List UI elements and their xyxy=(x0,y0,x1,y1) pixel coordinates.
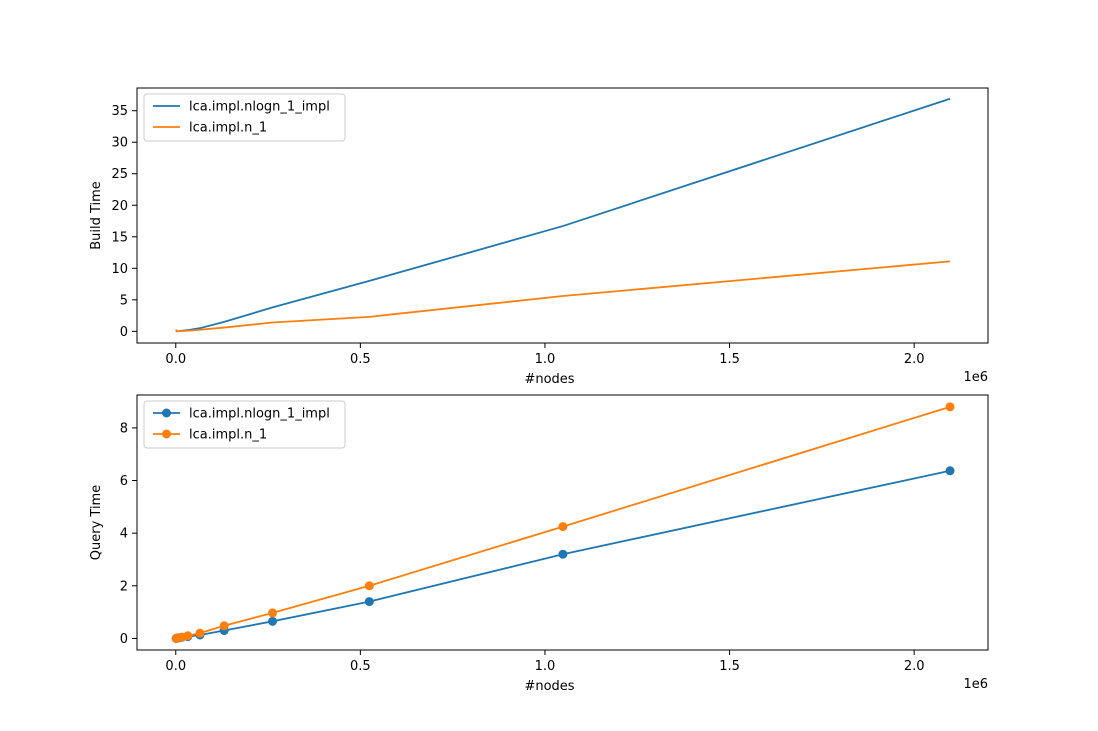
query-time-x-tick-label: 1.5 xyxy=(719,659,740,674)
build-time-x-tick-label: 0.5 xyxy=(350,352,371,367)
build-time-series-line-2 xyxy=(175,260,951,333)
query-time-legend-box xyxy=(143,400,346,449)
query-time-legend-marker-2 xyxy=(162,429,171,439)
query-time-chart: 0.0 0.5 1.0 1.5 2.0 0 2 4 6 8 #nodes Query Time 1e6 l… xyxy=(89,394,989,694)
query-time-legend-entry-1: lca.impl.nlogn_1_impl xyxy=(189,407,330,422)
build-time-y-tick-label: 35 xyxy=(111,104,128,119)
build-time-x-axis-label: #nodes xyxy=(524,372,574,387)
query-time-y-tick-label: 4 xyxy=(120,527,128,542)
query-time-legend-entry-2: lca.impl.n_1 xyxy=(189,428,267,443)
query-time-x-offset-label: 1e6 xyxy=(963,677,988,692)
query-time-legend-marker-1 xyxy=(162,408,171,418)
build-time-plot-area xyxy=(175,97,951,333)
query-time-axes-frame xyxy=(136,394,989,651)
query-time-series-2-point xyxy=(558,522,568,532)
query-time-x-axis-label: #nodes xyxy=(524,679,574,694)
build-time-y-tick-label: 20 xyxy=(111,199,128,214)
query-time-series-1-point xyxy=(268,616,278,626)
build-time-legend-entry-2: lca.impl.n_1 xyxy=(189,121,267,136)
build-time-y-tick-label: 10 xyxy=(111,262,128,277)
query-time-series-2-point xyxy=(945,402,955,412)
query-time-series-2-point xyxy=(219,621,229,631)
build-time-y-tick-label: 5 xyxy=(120,293,128,308)
build-time-legend: lca.impl.nlogn_1_impl lca.impl.n_1 xyxy=(143,93,346,142)
build-time-y-axis-label: Build Time xyxy=(89,181,104,250)
query-time-series-1-point xyxy=(364,597,374,607)
query-time-y-tick-label: 6 xyxy=(120,474,128,489)
query-time-series-2-point xyxy=(364,581,374,591)
build-time-axes-frame xyxy=(136,87,989,344)
build-time-y-tick-label: 25 xyxy=(111,167,128,182)
build-time-x-tick-label: 0.0 xyxy=(165,352,186,367)
build-time-y-tick-label: 0 xyxy=(120,325,128,340)
query-time-y-axis-label: Query Time xyxy=(89,485,104,560)
query-time-series-1-point xyxy=(945,466,955,476)
query-time-y-tick-label: 0 xyxy=(120,632,128,647)
query-time-x-tick-label: 1.0 xyxy=(535,659,556,674)
build-time-legend-entry-1: lca.impl.nlogn_1_impl xyxy=(189,100,330,115)
query-time-y-tick-label: 2 xyxy=(120,579,128,594)
build-time-x-tick-label: 2.0 xyxy=(904,352,925,367)
build-time-x-offset-label: 1e6 xyxy=(963,370,988,385)
build-time-x-tick-label: 1.5 xyxy=(719,352,740,367)
build-time-y-tick-label: 30 xyxy=(111,136,128,151)
query-time-y-tick-label: 8 xyxy=(120,421,128,436)
build-time-chart: 0.0 0.5 1.0 1.5 2.0 0 5 10 15 20 25 30 35 #nodes Build… xyxy=(89,87,989,387)
build-time-x-tick-label: 1.0 xyxy=(535,352,556,367)
query-time-x-tick-label: 0.0 xyxy=(165,659,186,674)
query-time-legend: lca.impl.nlogn_1_impl lca.impl.n_1 xyxy=(143,400,346,449)
query-time-series-2-point xyxy=(268,608,278,618)
query-time-series-1-point xyxy=(558,549,568,559)
query-time-series-2-point xyxy=(183,631,193,641)
query-time-plot-area xyxy=(171,402,955,643)
build-time-legend-box xyxy=(143,93,346,142)
query-time-x-tick-label: 0.5 xyxy=(350,659,371,674)
query-time-x-tick-label: 2.0 xyxy=(904,659,925,674)
query-time-series-2-point xyxy=(195,628,205,638)
build-time-y-tick-label: 15 xyxy=(111,230,128,245)
